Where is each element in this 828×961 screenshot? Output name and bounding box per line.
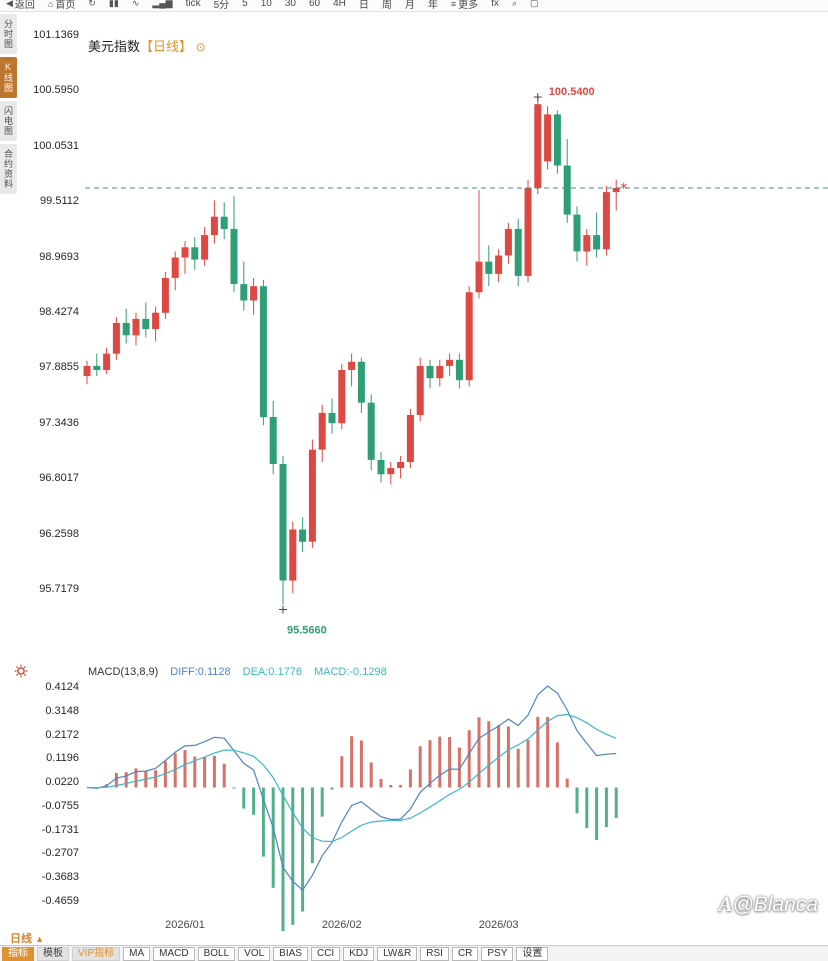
toolbar-item-volume-icon[interactable]: ▂▄▆ <box>152 0 172 9</box>
refresh-icon: ↻ <box>88 0 96 8</box>
toolbar-item-周[interactable]: 周 <box>382 0 392 11</box>
toolbar-item-label: 10 <box>260 0 272 9</box>
toolbar-item-label: 30 <box>284 0 296 9</box>
home-icon: ⌂ <box>47 0 54 9</box>
period-tag: 【日线】 <box>140 39 193 54</box>
toolbar-item-10[interactable]: 10 <box>261 0 272 9</box>
candle-chart-icon: ▮▮ <box>108 0 119 8</box>
toolbar-item-candle-chart-icon[interactable]: ▮▮ <box>109 0 119 9</box>
back-icon: ◀ <box>6 0 13 8</box>
period-selector[interactable]: 日线 ▲ <box>10 930 44 946</box>
toolbar-item-月[interactable]: 月 <box>405 0 415 11</box>
toolbar-item-5[interactable]: 5 <box>242 0 248 9</box>
toolbar-item-label: 周 <box>381 0 392 11</box>
chart-title: 美元指数【日线】 ⊙ <box>88 36 206 55</box>
bottom-tab-BOLL[interactable]: BOLL <box>197 946 236 961</box>
volume-icon: ▂▄▆ <box>152 0 173 8</box>
toolbar-items: ◀ 返回 ⌂ 首页 ↻ ▮▮ ∿ ▂▄▆ tick 5分 5 10 30 60 4H 日 周 月 年 ≡ 更多 fx ⌕ ▢ <box>0 0 828 11</box>
toolbar-item-返回[interactable]: ◀ 返回 <box>6 0 35 11</box>
bottom-tab-模板[interactable]: 模板 <box>37 946 69 961</box>
toolbar-item-tick[interactable]: tick <box>186 0 201 9</box>
toolbar-item-label: 首页 <box>55 0 76 11</box>
toolbar-item-label: 5分 <box>213 0 230 11</box>
toolbar-item-30[interactable]: 30 <box>285 0 296 9</box>
toolbar-item-label: tick <box>185 0 201 9</box>
macd-dea-value: DEA:0.1776 <box>242 666 302 678</box>
bottom-tab-RSI[interactable]: RSI <box>420 946 449 961</box>
sidebar-tab-分时图[interactable]: 分时图 <box>0 14 17 54</box>
bottom-tab-KDJ[interactable]: KDJ <box>343 946 375 961</box>
chevron-up-icon: ▲ <box>35 934 44 944</box>
macd-hist-value: MACD:-0.1298 <box>313 666 387 678</box>
toolbar-item-label: 返回 <box>14 0 35 11</box>
chart-config-icon[interactable]: ⊙ <box>195 40 206 54</box>
bottom-tab-BIAS[interactable]: BIAS <box>273 946 308 961</box>
toolbar-item-label: 60 <box>308 0 321 9</box>
sidebar-tab-合约资料[interactable]: 合约资料 <box>0 144 17 194</box>
bottom-tab-指标[interactable]: 指标 <box>2 946 34 961</box>
watermark: A@Blanca <box>718 892 818 917</box>
macd-params-label: MACD(13,8,9) <box>88 666 159 678</box>
toolbar-item-label: 5 <box>242 0 248 9</box>
bottom-tab-CCI[interactable]: CCI <box>310 946 341 961</box>
bottom-tab-MA[interactable]: MA <box>123 946 151 961</box>
bottom-bar: 指标 模板 VIP指标 MA MACD BOLL VOL BIAS CCI KDJ LW&R RSI C… <box>0 945 828 961</box>
watermark-logo: A <box>718 892 733 916</box>
indicator-gear-icon[interactable] <box>14 664 28 683</box>
bottom-tab-VOL[interactable]: VOL <box>238 946 271 961</box>
toolbar-item-5分[interactable]: 5分 <box>214 0 230 11</box>
toolbar-item-label: 年 <box>427 0 438 11</box>
toolbar-item-label: 日 <box>358 0 369 11</box>
toolbar-item-line-chart-icon[interactable]: ∿ <box>132 0 140 9</box>
toolbar-item-更多[interactable]: ≡ 更多 <box>451 0 478 11</box>
macd-header: MACD(13,8,9) DIFF:0.1128 DEA:0.1776 MACD… <box>88 666 387 678</box>
toolbar: ◀ 返回 ⌂ 首页 ↻ ▮▮ ∿ ▂▄▆ tick 5分 5 10 30 60 4H 日 周 月 年 ≡ 更多 fx ⌕ ▢ <box>0 0 828 12</box>
svg-text:95.5660: 95.5660 <box>287 625 327 637</box>
toolbar-item-label: 4H <box>333 0 346 9</box>
watermark-text: @Blanca <box>732 893 818 916</box>
more-menu-icon: ≡ <box>450 0 457 9</box>
bottom-tab-VIP指标[interactable]: VIP指标 <box>72 946 121 961</box>
sidebar: 分时图 K线图闪电图合约资料 <box>0 14 17 194</box>
search-icon: ⌕ <box>511 0 517 8</box>
bottom-tab-CR[interactable]: CR <box>451 946 479 961</box>
line-chart-icon: ∿ <box>131 0 140 8</box>
svg-text:*: * <box>620 181 627 197</box>
toolbar-item-fx[interactable]: fx <box>491 0 499 9</box>
toolbar-item-label: 月 <box>404 0 415 11</box>
toolbar-item-60[interactable]: 60 <box>309 0 320 9</box>
toolbar-item-首页[interactable]: ⌂ 首页 <box>48 0 75 11</box>
sidebar-tab-闪电图[interactable]: 闪电图 <box>0 101 17 141</box>
toolbar-item-年[interactable]: 年 <box>428 0 438 11</box>
toolbar-item-refresh-icon[interactable]: ↻ <box>88 0 96 9</box>
sidebar-tab-K线图[interactable]: K线图 <box>0 57 17 98</box>
bottom-tab-LW&R[interactable]: LW&R <box>377 946 418 961</box>
bottom-tab-MACD[interactable]: MACD <box>153 946 195 961</box>
fullscreen-icon: ▢ <box>529 0 539 8</box>
period-selector-label: 日线 <box>10 933 32 945</box>
toolbar-item-label: 更多 <box>458 0 479 11</box>
toolbar-item-fullscreen-icon[interactable]: ▢ <box>530 0 539 9</box>
toolbar-item-4H[interactable]: 4H <box>333 0 346 9</box>
bottom-tab-PSY[interactable]: PSY <box>481 946 514 961</box>
toolbar-item-日[interactable]: 日 <box>359 0 369 11</box>
toolbar-item-search-icon[interactable]: ⌕ <box>512 0 517 9</box>
instrument-name: 美元指数 <box>88 39 141 54</box>
macd-diff-value: DIFF:0.1128 <box>170 666 231 678</box>
svg-text:100.5400: 100.5400 <box>549 86 595 98</box>
bottom-tab-设置[interactable]: 设置 <box>516 946 549 961</box>
toolbar-item-label: fx <box>491 0 499 9</box>
